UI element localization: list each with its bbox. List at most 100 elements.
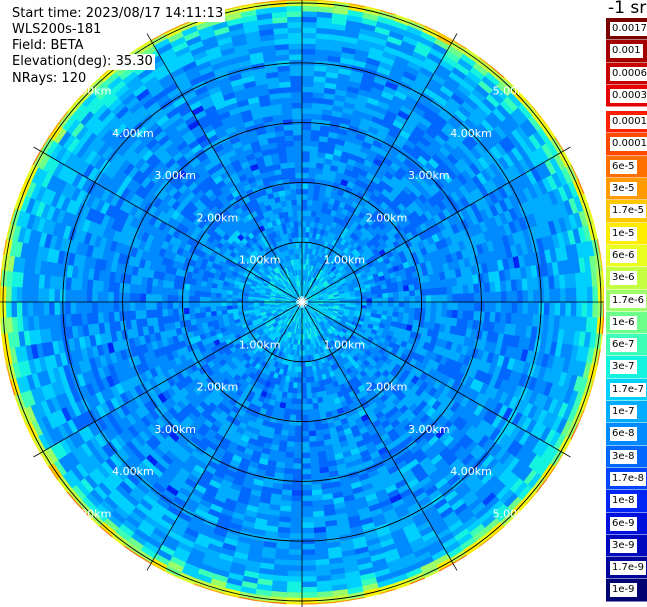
heatmap-cell (431, 439, 444, 451)
heatmap-cell (452, 351, 462, 363)
heatmap-cell (5, 300, 12, 318)
heatmap-cell (16, 300, 23, 317)
heatmap-cell (313, 542, 328, 550)
heatmap-cell (309, 457, 319, 464)
heatmap-cell (352, 491, 366, 501)
heatmap-cell (311, 489, 323, 497)
heatmap-cell (332, 599, 350, 604)
heatmap-cell (362, 487, 376, 498)
heatmap-cell (414, 387, 425, 398)
heatmap-cell (301, 495, 313, 502)
heatmap-cell (314, 424, 323, 432)
heatmap-cell (351, 486, 364, 496)
heatmap-cell (483, 474, 499, 490)
heatmap-cell (319, 385, 326, 393)
heatmap-cell (430, 453, 443, 467)
heatmap-cell (398, 464, 411, 476)
heatmap-cell (398, 404, 409, 415)
heatmap-cell (439, 406, 451, 419)
heatmap-cell (416, 326, 424, 335)
heatmap-cell (353, 546, 370, 556)
heatmap-cell (333, 305, 341, 309)
heatmap-cell (316, 317, 322, 323)
heatmap-cell (324, 315, 331, 321)
heatmap-cell (314, 553, 330, 561)
heatmap-cell (432, 523, 449, 537)
heatmap-cell (319, 368, 326, 376)
heatmap-cell (376, 305, 384, 311)
heatmap-cell (301, 479, 312, 486)
heatmap-cell (303, 339, 307, 346)
heatmap-cell (417, 400, 428, 411)
heatmap-cell (356, 561, 374, 572)
heatmap-cell (312, 314, 317, 320)
heatmap-cell (387, 306, 394, 312)
heatmap-cell (339, 338, 347, 345)
heatmap-cell (398, 488, 413, 500)
heatmap-cell (422, 505, 438, 518)
heatmap-cell (382, 306, 389, 312)
heatmap-cell (365, 423, 375, 433)
heatmap-cell (312, 510, 325, 518)
heatmap-cell (435, 403, 447, 415)
heatmap-cell (322, 307, 329, 311)
heatmap-cell (453, 404, 465, 417)
heatmap-cell (307, 409, 314, 416)
heatmap-cell (301, 522, 314, 529)
heatmap-cell (391, 533, 408, 545)
heatmap-cell (421, 356, 431, 367)
heatmap-cell (461, 318, 469, 329)
heatmap-cell (462, 410, 475, 424)
heatmap-cell (459, 469, 474, 484)
heatmap-cell (370, 513, 386, 523)
heatmap-cell (351, 452, 363, 462)
heatmap-cell (308, 365, 314, 373)
heatmap-cell (301, 511, 314, 518)
heatmap-cell (317, 402, 325, 409)
heatmap-cell (370, 479, 384, 489)
heatmap-cell (498, 391, 510, 406)
heatmap-cell (314, 318, 320, 325)
heatmap-cell (399, 552, 417, 565)
heatmap-cell (303, 312, 306, 319)
heatmap-cell (385, 319, 393, 327)
heatmap-cell (389, 528, 406, 540)
heatmap-cell (313, 548, 329, 556)
heatmap-cell (453, 430, 466, 444)
heatmap-cell (493, 447, 508, 463)
heatmap-cell (450, 317, 458, 328)
heatmap-cell (520, 349, 529, 363)
heatmap-cell (310, 387, 317, 394)
heatmap-cell (439, 356, 449, 367)
heatmap-cell (536, 441, 550, 459)
heatmap-cell (375, 528, 391, 539)
heatmap-cell (314, 564, 331, 572)
heatmap-cell (242, 298, 249, 302)
heatmap-cell (585, 316, 593, 334)
heatmap-cell (343, 323, 351, 330)
heatmap-cell (374, 370, 383, 379)
heatmap-cell (355, 439, 366, 449)
heatmap-cell (516, 302, 524, 315)
heatmap-cell (466, 477, 482, 492)
heatmap-cell (325, 314, 332, 319)
heatmap-cell (423, 417, 435, 429)
heatmap-cell (91, 290, 98, 302)
heatmap-cell (325, 454, 336, 463)
heatmap-cell (405, 324, 414, 332)
heatmap-cell (364, 330, 372, 337)
heatmap-cell (300, 576, 317, 583)
heatmap-cell (539, 426, 552, 444)
heatmap-cell (300, 581, 317, 588)
heatmap-cell (323, 303, 330, 305)
heatmap-cell (425, 308, 432, 317)
heatmap-cell (295, 409, 302, 416)
heatmap-cell (313, 337, 318, 344)
heatmap-cell (318, 352, 324, 359)
heatmap-cell (242, 304, 249, 309)
heatmap-cell (314, 325, 319, 332)
heatmap-cell (327, 307, 335, 311)
heatmap-cell (462, 310, 470, 321)
heatmap-cell (288, 543, 302, 551)
heatmap-cell (326, 377, 334, 385)
